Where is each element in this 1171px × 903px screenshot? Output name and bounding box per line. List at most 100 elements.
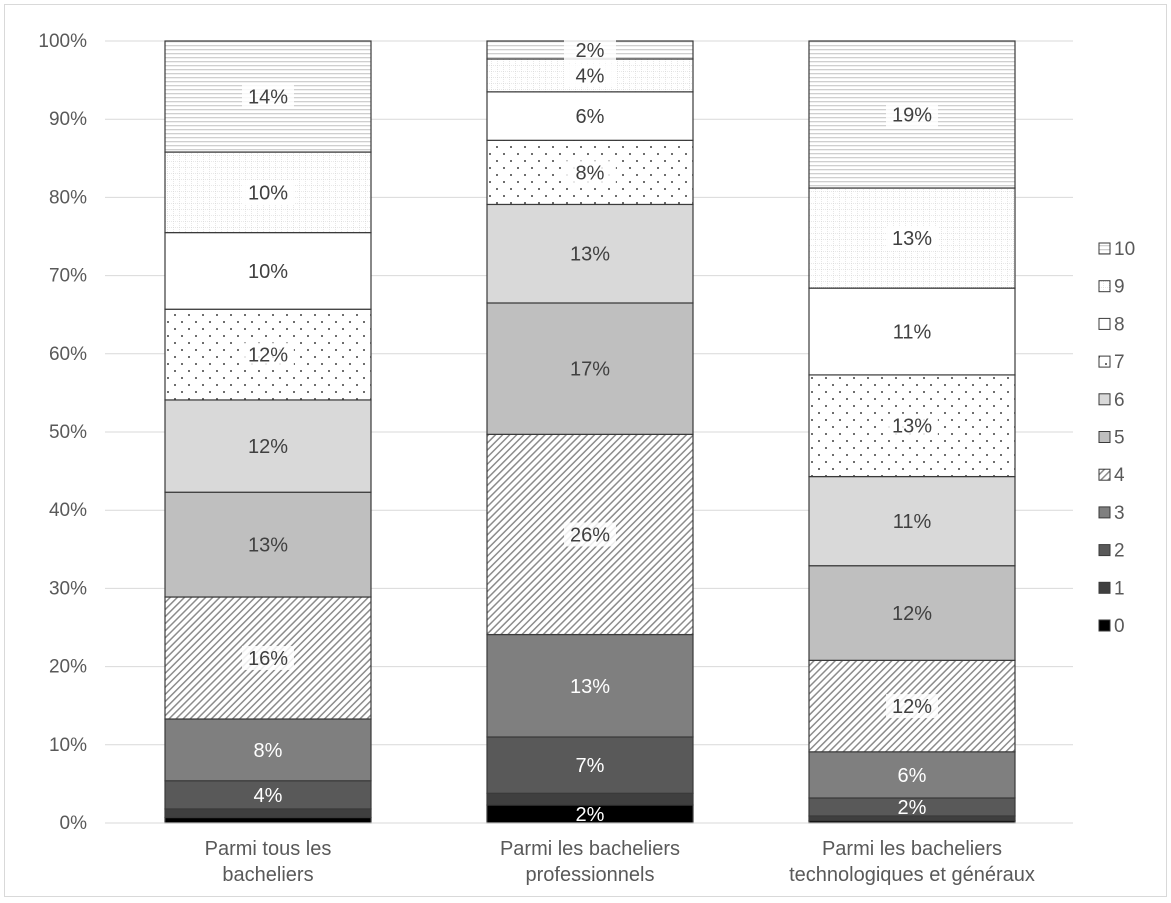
data-label: 4% [254,785,283,807]
data-label: 13% [892,228,932,250]
chart-frame: 0% 10% 20% 30% 40% 50% 60% 70% 80% 90% 100% 4% 8% 1 6… [4,4,1167,897]
bar-segment-2 [164,780,372,810]
data-label-bg [564,522,616,547]
data-label: 13% [570,676,610,698]
legend-swatch [1098,468,1111,481]
data-label: 8% [576,162,605,184]
bar-segment-1 [164,808,372,819]
data-label-bg [886,413,938,438]
data-label-bg [886,226,938,251]
data-label: 13% [248,535,288,557]
legend-item: 9 [1098,277,1125,298]
y-tick-label: 60% [49,344,87,365]
legend-label: 1 [1114,578,1125,599]
legend-item: 0 [1098,616,1125,637]
data-label-bg [564,63,616,88]
bar-stack: 2% 7% 13% 26% 17% 13% 8% 6% 4% 2% [486,37,694,826]
legend-item: 8 [1098,314,1125,335]
legend-swatch [1098,317,1111,330]
bar-segment-6 [164,399,372,493]
data-label: 6% [576,106,605,128]
bar-segment-3 [486,633,694,738]
bar-segment-5 [164,491,372,598]
bar-segment-5 [808,565,1016,661]
data-label: 7% [576,755,605,777]
legend-item: 2 [1098,541,1125,562]
y-tick-label: 0% [60,813,88,834]
legend-swatch [1098,431,1111,443]
data-label: 4% [576,65,605,87]
bar-segment-6 [808,475,1016,567]
legend-item: 6 [1098,390,1125,411]
legend-label: 3 [1114,503,1125,524]
data-label: 14% [248,87,288,109]
data-label: 13% [570,244,610,266]
legend-swatch [1098,355,1111,368]
data-label-bg [564,160,616,185]
legend-label: 0 [1114,616,1125,637]
y-tick-label: 50% [49,422,87,443]
data-label: 6% [898,765,927,787]
y-axis: 0% 10% 20% 30% 40% 50% 60% 70% 80% 90% 100% [38,31,87,834]
legend-label: 8 [1114,314,1125,335]
data-label: 2% [576,40,605,62]
legend-label: 7 [1114,352,1125,373]
y-tick-label: 100% [38,31,87,52]
bar-segment-8 [164,231,372,310]
legend-swatch [1098,544,1111,557]
y-tick-label: 40% [49,500,87,521]
legend-label: 2 [1114,541,1125,562]
stacked-bar-chart: 0% 10% 20% 30% 40% 50% 60% 70% 80% 90% 100% 4% 8% 1 6… [38,31,1135,886]
data-label-bg [886,102,938,127]
data-label: 12% [248,345,288,367]
data-label: 10% [248,182,288,204]
data-label: 12% [892,603,932,625]
data-label-bg [242,645,294,670]
data-label: 11% [893,322,932,344]
data-label: 17% [570,359,610,381]
x-category-label: Parmi tous les bacheliers [205,838,332,886]
legend-swatch [1098,393,1111,406]
legend-swatch [1098,506,1111,519]
bar-segment-6 [486,203,694,304]
legend-swatch [1098,619,1111,632]
bar-segment-2 [486,736,694,794]
bar-segment-8 [486,91,694,141]
data-label-bg [242,84,294,109]
bar-stack: 2% 6% 12% 12% 11% 13% 11% 13% 19% [808,40,1016,824]
data-label-bg [564,37,616,62]
bars: 4% 8% 16% 13% 12% 12% 10% 10% 14% 2% 7% 13% 26% 17% 13… [164,37,1016,826]
data-label: 2% [576,804,605,826]
bar-stack: 4% 8% 16% 13% 12% 12% 10% 10% 14% [164,40,372,824]
legend-label: 4 [1114,465,1125,486]
data-label: 12% [892,696,932,718]
data-label: 10% [248,261,288,283]
data-label-bg [242,180,294,205]
y-tick-label: 80% [49,187,87,208]
data-label: 8% [254,740,283,762]
x-category-label: Parmi les bacheliers technologiques et gé… [789,838,1035,886]
legend-label: 10 [1114,239,1135,260]
data-label: 11% [893,511,932,533]
legend-label: 9 [1114,277,1125,298]
y-tick-label: 70% [49,266,87,287]
data-label: 12% [248,436,288,458]
bar-segment-8 [808,287,1016,376]
y-tick-label: 20% [49,657,87,678]
y-tick-label: 90% [49,109,87,130]
x-category-label: Parmi les bacheliers professionnels [500,838,680,886]
data-label-bg [242,342,294,367]
legend-item: 3 [1098,503,1125,524]
bar-segment-0 [164,816,372,824]
y-tick-label: 30% [49,578,87,599]
legend-swatch [1098,581,1111,594]
data-label: 26% [570,524,610,546]
legend-item: 1 [1098,578,1125,599]
data-label: 2% [898,797,927,819]
legend-swatch [1098,280,1111,293]
legend-item: 10 [1098,239,1135,260]
legend-item: 7 [1098,352,1125,373]
data-label: 19% [892,105,932,127]
bar-segment-3 [164,718,372,782]
